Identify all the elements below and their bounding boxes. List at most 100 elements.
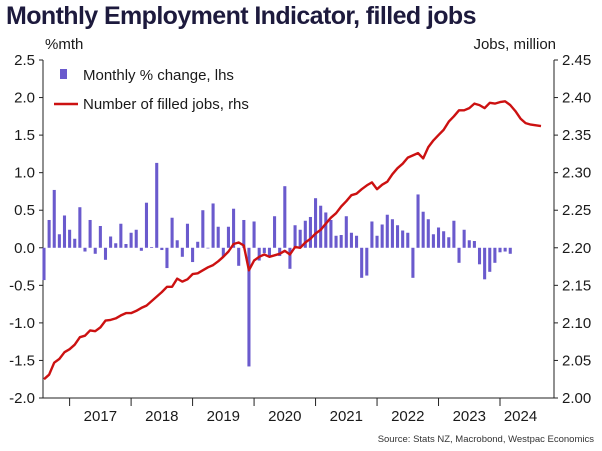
bar-mark [314, 198, 318, 248]
right-tick-label: 2.05 [562, 352, 591, 369]
bar-mark [467, 240, 471, 248]
bar-mark [247, 247, 251, 367]
bar-mark [508, 247, 512, 254]
bar-mark [114, 243, 118, 248]
bar-mark [360, 247, 364, 278]
left-tick-label: 2.0 [14, 90, 35, 107]
right-tick-label: 2.10 [562, 315, 591, 332]
bar-mark [472, 241, 476, 248]
right-tick-label: 2.25 [562, 202, 591, 219]
bar-mark [498, 247, 502, 253]
bar-mark [226, 226, 230, 248]
bar-mark [477, 247, 482, 265]
legend-label-bars: Monthly % change, lhs [83, 67, 234, 84]
bar-mark [329, 219, 333, 248]
bar-mark [416, 194, 420, 248]
bar-mark [185, 223, 190, 248]
bar-mark [88, 219, 92, 248]
bar-mark [180, 247, 184, 257]
bar-mark [237, 247, 241, 266]
bar-mark [503, 247, 507, 252]
bar-mark [93, 247, 97, 254]
bar-mark [370, 221, 374, 248]
bar-mark [380, 224, 384, 248]
left-tick-label: -2.0 [9, 390, 35, 407]
right-tick-label: 2.45 [562, 52, 591, 69]
x-tick-label: 2022 [391, 408, 424, 425]
bar-mark [288, 247, 292, 269]
bar-mark [319, 205, 323, 248]
x-tick-label: 2024 [504, 408, 537, 425]
right-tick-label: 2.15 [562, 277, 591, 294]
bar-mark [303, 220, 307, 248]
bar-mark [355, 235, 359, 248]
legend-bar-swatch [60, 69, 67, 79]
bar-mark [339, 235, 343, 248]
bar-mark [283, 186, 287, 248]
bar-mark [267, 247, 271, 257]
right-tick-label: 2.40 [562, 90, 591, 107]
left-tick-label: 1.5 [14, 127, 35, 144]
bar-mark [221, 247, 225, 257]
x-tick-label: 2023 [453, 408, 486, 425]
bar-mark [160, 247, 164, 251]
bar-mark [401, 230, 405, 248]
left-axis-unit: %mth [45, 36, 84, 53]
left-tick-label: -1.0 [9, 315, 35, 332]
bar-mark [78, 207, 82, 248]
bar-mark [447, 237, 451, 248]
bar-mark [73, 238, 77, 248]
x-tick-label: 2021 [330, 408, 363, 425]
bar-mark [488, 247, 492, 272]
bar-mark [462, 229, 466, 248]
bar-mark [47, 219, 51, 248]
bar-mark [375, 235, 379, 248]
bar-mark [385, 214, 389, 248]
bar-mark [395, 225, 400, 248]
bar-mark [119, 223, 123, 248]
legend-label-line: Number of filled jobs, rhs [83, 96, 249, 113]
right-tick-label: 2.30 [562, 165, 591, 182]
x-tick-label: 2018 [145, 408, 178, 425]
bar-mark [426, 219, 430, 248]
bar-mark [201, 210, 205, 248]
bar-mark [298, 229, 302, 248]
bar-mark [216, 226, 220, 248]
bar-mark [252, 221, 256, 248]
bar-mark [62, 215, 67, 248]
left-tick-label: 0.5 [14, 202, 35, 219]
bar-mark [83, 247, 87, 252]
bar-mark [262, 247, 266, 254]
right-axis-unit: Jobs, million [473, 36, 556, 53]
bar-mark [442, 231, 446, 248]
bar-mark [421, 211, 425, 248]
right-tick-label: 2.20 [562, 240, 591, 257]
filled-jobs-line [43, 100, 542, 381]
bar-mark [134, 229, 138, 248]
bar-mark [103, 247, 108, 260]
right-tick-label: 2.00 [562, 390, 591, 407]
bar-mark [124, 244, 128, 248]
bar-mark [196, 241, 200, 248]
bar-mark [144, 202, 149, 248]
bar-mark [293, 225, 297, 248]
bar-mark [175, 240, 179, 248]
left-tick-label: 2.5 [14, 52, 35, 69]
bar-mark [170, 217, 174, 248]
bar-mark [155, 162, 159, 248]
x-tick-label: 2020 [268, 408, 301, 425]
bar-mark [52, 189, 56, 248]
bar-mark [257, 247, 261, 261]
bar-mark [232, 208, 236, 248]
right-tick-label: 2.35 [562, 127, 591, 144]
bar-mark [324, 212, 328, 248]
left-tick-label: 1.0 [14, 165, 35, 182]
bar-mark [191, 247, 195, 263]
chart-title: Monthly Employment Indicator, filled job… [6, 2, 476, 30]
bar-mark [431, 234, 435, 248]
left-tick-label: -1.5 [9, 352, 35, 369]
bar-mark [42, 247, 46, 281]
bar-mark [308, 216, 312, 248]
bar-mark [242, 219, 246, 248]
